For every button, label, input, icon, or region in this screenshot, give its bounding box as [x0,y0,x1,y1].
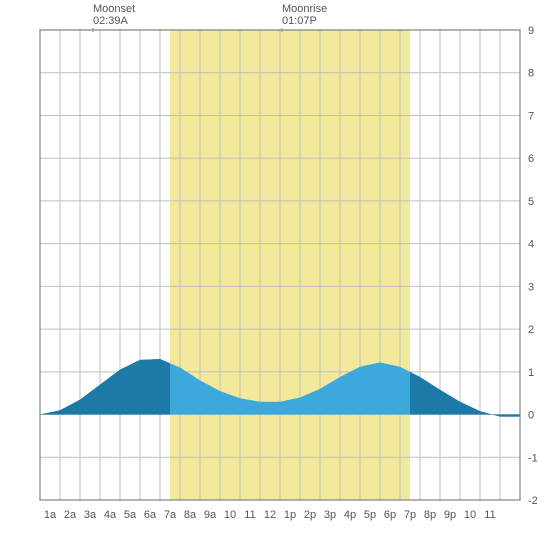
moonrise-time: 01:07P [282,15,317,27]
y-tick-label: 6 [528,153,534,165]
y-tick-label: 9 [528,25,534,37]
moonset-time: 02:39A [93,15,129,27]
x-tick-label: 9a [204,509,217,521]
y-tick-label: 7 [528,110,534,122]
y-tick-label: 4 [528,239,534,251]
chart-svg: -2-101234567891a2a3a4a5a6a7a8a9a1011121p… [0,0,550,550]
x-tick-label: 5a [124,509,137,521]
daylight-band [170,30,410,500]
y-tick-label: 2 [528,324,534,336]
tide-chart: -2-101234567891a2a3a4a5a6a7a8a9a1011121p… [0,0,550,550]
y-tick-label: -1 [528,452,538,464]
x-tick-label: 11 [244,509,255,521]
x-tick-label: 12 [264,509,276,521]
x-tick-label: 4a [104,509,117,521]
y-tick-label: 5 [528,196,534,208]
x-tick-label: 3a [84,509,97,521]
x-tick-label: 2a [64,509,77,521]
y-tick-label: 0 [528,410,534,422]
x-tick-label: 3p [324,509,336,521]
x-tick-label: 1a [44,509,57,521]
moonset-label: Moonset [93,3,135,15]
x-tick-label: 6p [384,509,396,521]
x-tick-label: 5p [364,509,376,521]
y-tick-label: 1 [528,367,534,379]
y-tick-label: 3 [528,281,534,293]
x-tick-label: 8a [184,509,197,521]
x-tick-label: 10 [464,509,476,521]
x-tick-label: 2p [304,509,316,521]
x-tick-label: 11 [484,509,495,521]
y-tick-label: -2 [528,495,538,507]
x-tick-label: 7a [164,509,177,521]
y-tick-label: 8 [528,68,534,80]
x-tick-label: 6a [144,509,157,521]
x-tick-label: 10 [224,509,236,521]
x-tick-label: 7p [404,509,416,521]
x-tick-label: 4p [344,509,356,521]
x-tick-label: 1p [284,509,296,521]
x-tick-label: 9p [444,509,456,521]
moonrise-label: Moonrise [282,3,327,15]
x-tick-label: 8p [424,509,436,521]
